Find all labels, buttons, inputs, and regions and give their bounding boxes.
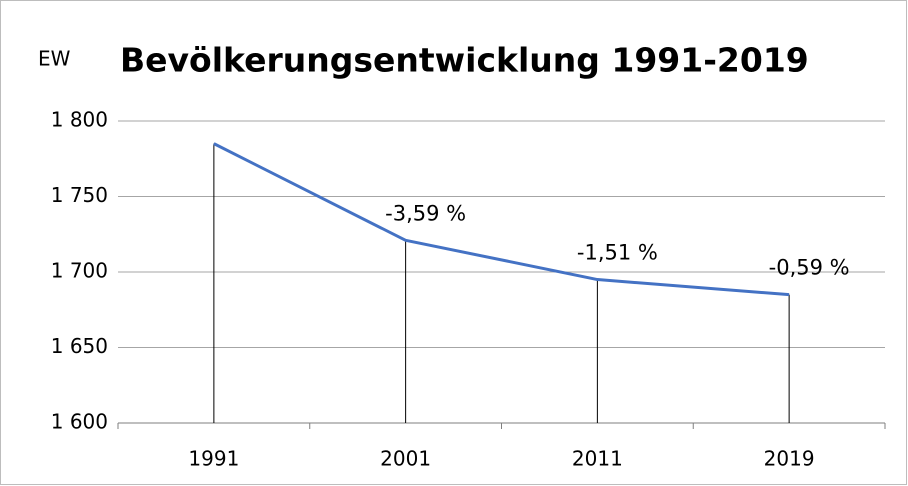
annotation: -1,51 % [577,241,658,265]
x-tick-label: 2001 [380,447,431,471]
y-tick-label: 1 750 [51,183,108,207]
x-tick-label: 2019 [764,447,815,471]
y-axis-label: EW [38,47,71,71]
x-tick-label: 1991 [188,447,239,471]
annotation: -3,59 % [385,201,466,225]
y-tick-label: 1 600 [51,410,108,434]
y-tick-label: 1 700 [51,259,108,283]
y-tick-label: 1 800 [51,108,108,132]
x-tick-label: 2011 [572,447,623,471]
chart-title: Bevölkerungsentwicklung 1991-2019 [120,41,809,80]
annotation: -0,59 % [769,256,850,280]
y-tick-label: 1 650 [51,334,108,358]
series-line [213,142,790,297]
